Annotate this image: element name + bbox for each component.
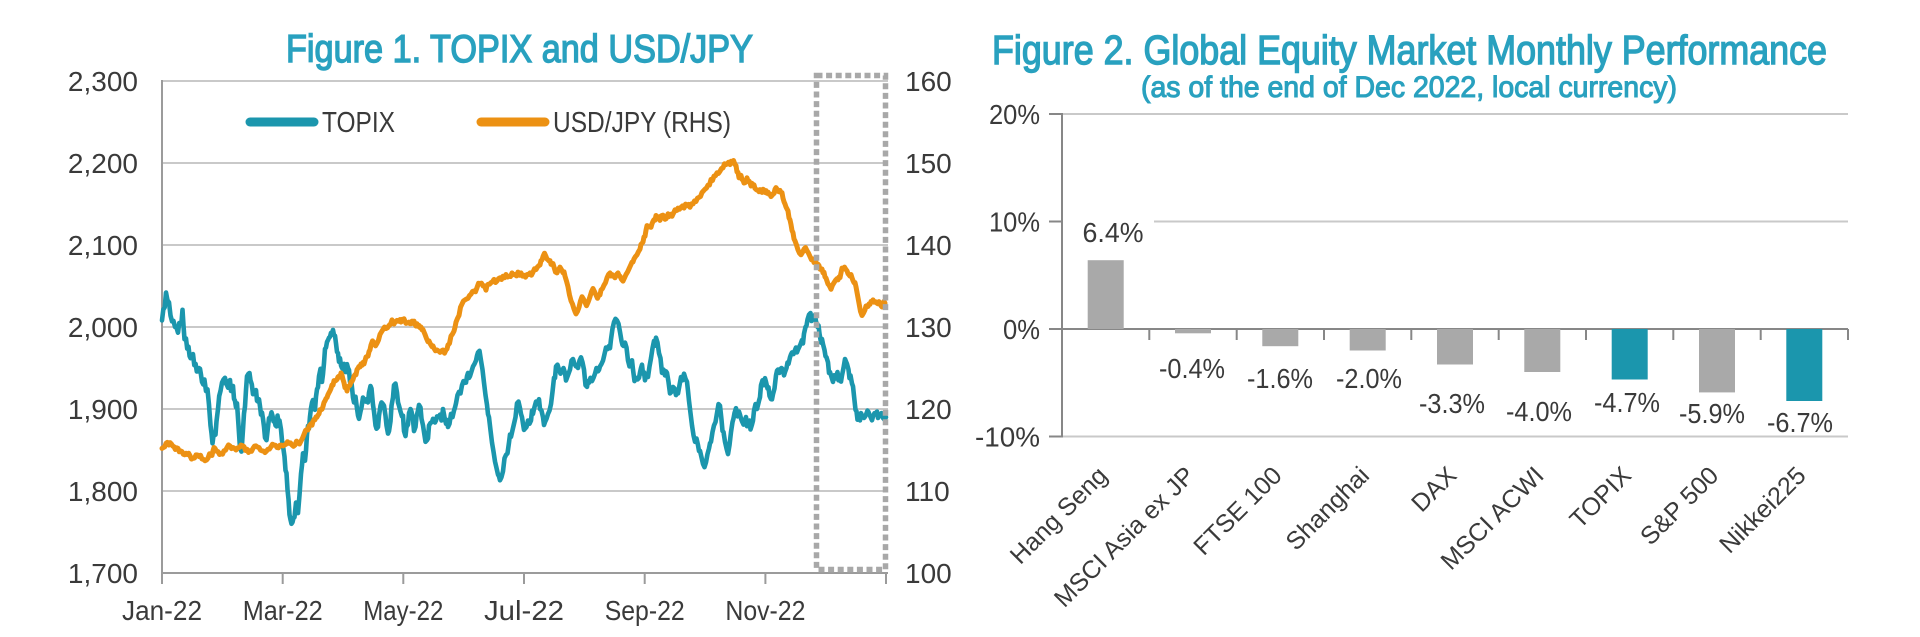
svg-text:1,800: 1,800 — [68, 476, 138, 507]
svg-text:(as of the end of Dec 2022, lo: (as of the end of Dec 2022, local curren… — [1141, 71, 1677, 104]
svg-text:2,300: 2,300 — [68, 66, 138, 97]
svg-text:USD/JPY (RHS): USD/JPY (RHS) — [553, 107, 731, 139]
svg-text:-3.3%: -3.3% — [1419, 388, 1485, 419]
svg-text:0%: 0% — [1003, 314, 1040, 345]
svg-text:-10%: -10% — [975, 422, 1040, 453]
svg-text:-4.0%: -4.0% — [1506, 396, 1572, 427]
svg-text:2,200: 2,200 — [68, 148, 138, 179]
svg-text:-4.7%: -4.7% — [1594, 387, 1660, 418]
svg-text:-2.0%: -2.0% — [1336, 363, 1402, 394]
svg-text:Jan-22: Jan-22 — [122, 595, 202, 626]
svg-text:-1.6%: -1.6% — [1247, 363, 1313, 394]
svg-text:160: 160 — [905, 66, 952, 97]
svg-text:120: 120 — [905, 394, 952, 425]
svg-text:May-22: May-22 — [363, 595, 443, 626]
svg-text:Figure 2. Global Equity Market: Figure 2. Global Equity Market Monthly P… — [992, 27, 1827, 73]
svg-text:Nov-22: Nov-22 — [725, 595, 805, 626]
svg-text:1,900: 1,900 — [68, 394, 138, 425]
svg-text:10%: 10% — [989, 207, 1040, 238]
svg-text:2,000: 2,000 — [68, 312, 138, 343]
svg-text:140: 140 — [905, 230, 952, 261]
svg-text:-6.7%: -6.7% — [1767, 407, 1833, 438]
svg-text:1,700: 1,700 — [68, 558, 138, 589]
svg-text:150: 150 — [905, 148, 952, 179]
svg-text:-5.9%: -5.9% — [1679, 398, 1745, 429]
svg-text:100: 100 — [905, 558, 952, 589]
svg-text:Mar-22: Mar-22 — [243, 595, 323, 626]
svg-text:-0.4%: -0.4% — [1159, 353, 1225, 384]
svg-text:6.4%: 6.4% — [1083, 217, 1144, 248]
svg-text:Jul-22: Jul-22 — [484, 595, 564, 626]
svg-text:TOPIX: TOPIX — [322, 107, 395, 139]
svg-text:110: 110 — [905, 476, 950, 507]
svg-text:Sep-22: Sep-22 — [605, 595, 685, 626]
svg-text:2,100: 2,100 — [68, 230, 138, 261]
svg-text:130: 130 — [905, 312, 952, 343]
svg-text:Figure 1. TOPIX and USD/JPY: Figure 1. TOPIX and USD/JPY — [286, 28, 753, 71]
svg-text:20%: 20% — [989, 99, 1040, 130]
